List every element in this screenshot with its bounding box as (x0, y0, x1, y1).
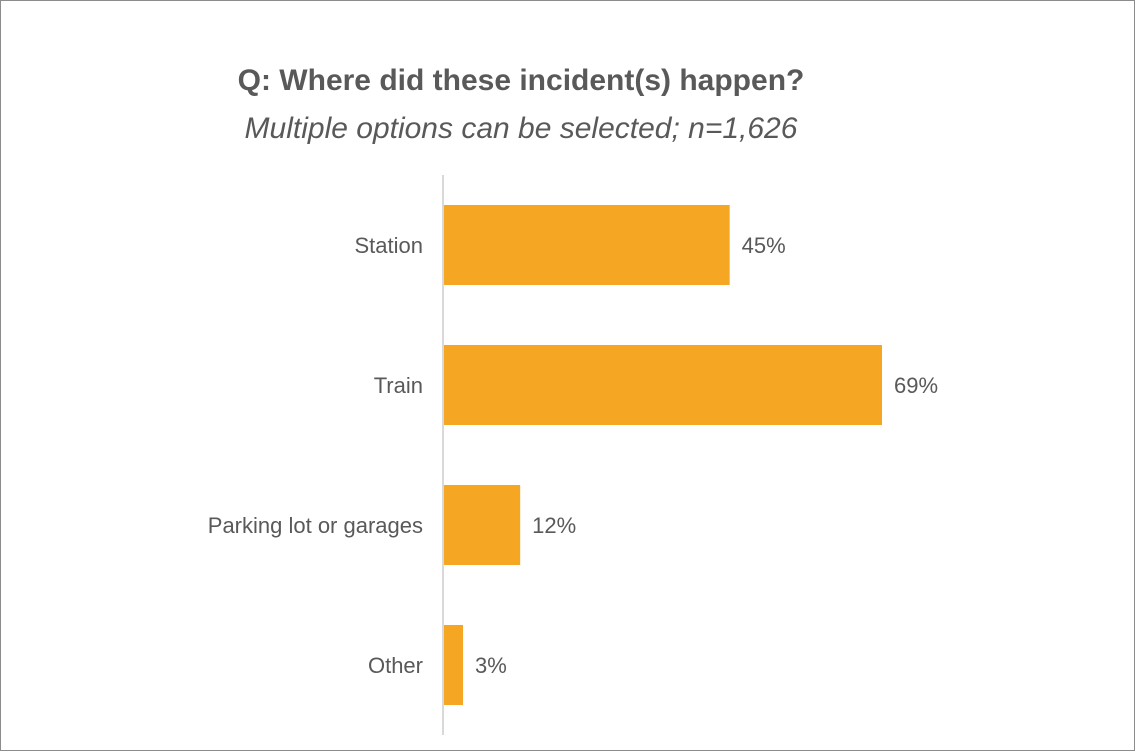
bar (444, 205, 730, 285)
category-label: Station (355, 233, 424, 258)
value-label: 45% (742, 233, 786, 258)
value-label: 12% (532, 513, 576, 538)
bar (444, 345, 882, 425)
bar (444, 485, 521, 565)
chart-title: Q: Where did these incident(s) happen? (238, 64, 805, 97)
chart-subtitle: Multiple options can be selected; n=1,62… (245, 112, 798, 145)
category-label: Train (374, 373, 423, 398)
category-label: Other (368, 653, 423, 678)
category-label: Parking lot or garages (208, 513, 423, 538)
bar (444, 625, 464, 705)
value-label: 3% (475, 653, 507, 678)
value-label: 69% (894, 373, 938, 398)
